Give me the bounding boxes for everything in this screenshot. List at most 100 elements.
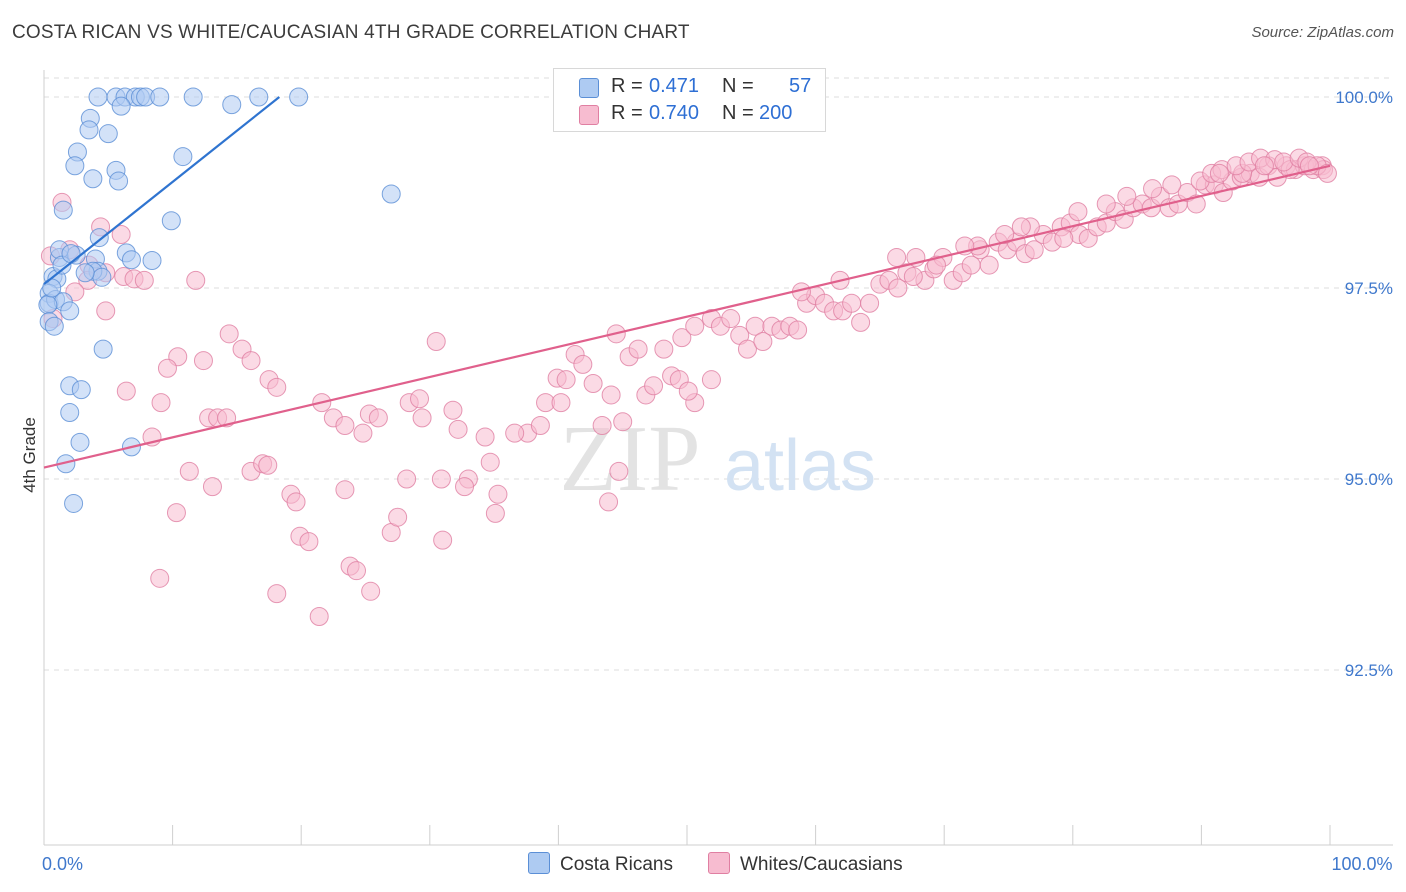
data-point	[368, 408, 388, 428]
data-point	[505, 423, 525, 443]
legend-swatch-costa-ricans	[579, 78, 599, 98]
data-point	[98, 124, 118, 144]
data-point	[179, 461, 199, 481]
data-point	[286, 492, 306, 512]
y-tick-label: 97.5%	[1345, 279, 1393, 298]
data-point	[788, 320, 808, 340]
data-point	[60, 301, 80, 321]
data-point	[83, 169, 103, 189]
data-point	[150, 568, 170, 588]
bottom-legend-costa-ricans[interactable]: Costa Ricans	[528, 852, 673, 876]
data-point	[903, 267, 923, 287]
data-point	[116, 381, 136, 401]
watermark: ZIP atlas	[560, 407, 877, 511]
legend-n-value: 200	[759, 102, 793, 124]
data-point	[737, 339, 757, 359]
bottom-legend-whites[interactable]: Whites/Caucasians	[708, 852, 903, 876]
data-point	[475, 427, 495, 447]
data-point	[249, 87, 269, 107]
data-point	[202, 477, 222, 497]
data-point	[1317, 163, 1337, 183]
legend-r-value: 0.740	[649, 102, 700, 124]
legend-r-label: R =	[611, 102, 643, 124]
data-point	[1209, 163, 1229, 183]
data-point	[258, 455, 278, 475]
data-point	[842, 293, 862, 313]
legend-n-label: N =	[722, 102, 754, 124]
legend-n-label: N =	[722, 75, 754, 97]
data-point	[75, 263, 95, 283]
data-point	[721, 309, 741, 329]
data-point	[433, 530, 453, 550]
data-point	[121, 250, 141, 270]
data-point	[222, 95, 242, 115]
data-point	[186, 270, 206, 290]
y-tick-label: 95.0%	[1345, 470, 1393, 489]
data-point	[685, 316, 705, 336]
data-point	[173, 147, 193, 167]
data-point	[672, 328, 692, 348]
data-point	[289, 87, 309, 107]
data-point	[64, 493, 84, 513]
data-point	[109, 171, 129, 191]
data-point	[860, 293, 880, 313]
trend-lines	[43, 96, 1331, 469]
x-tick-label: 100.0%	[1331, 854, 1392, 874]
series-whites	[40, 148, 1337, 627]
data-point	[88, 87, 108, 107]
data-point	[335, 416, 355, 436]
data-point	[60, 403, 80, 423]
data-point	[995, 225, 1015, 245]
data-point	[573, 354, 593, 374]
y-tick-label: 92.5%	[1345, 661, 1393, 680]
data-point	[1254, 156, 1274, 176]
data-point	[599, 492, 619, 512]
data-point	[926, 255, 946, 275]
data-point	[530, 416, 550, 436]
data-point	[431, 469, 451, 489]
data-point	[412, 408, 432, 428]
data-point	[71, 380, 91, 400]
bottom-legend-swatch-whites	[708, 852, 730, 874]
data-point	[753, 331, 773, 351]
data-point	[96, 301, 116, 321]
y-axis-label: 4th Grade	[20, 417, 39, 493]
data-point	[592, 416, 612, 436]
data-point	[61, 244, 81, 264]
data-point	[485, 503, 505, 523]
data-point	[267, 377, 287, 397]
data-point	[480, 452, 500, 472]
data-point	[335, 480, 355, 500]
data-point	[1024, 240, 1044, 260]
data-point	[654, 339, 674, 359]
data-point	[426, 331, 446, 351]
data-point	[644, 376, 664, 396]
data-point	[142, 250, 162, 270]
data-point	[157, 358, 177, 378]
data-point	[1054, 228, 1074, 248]
series-costa-ricans	[38, 87, 401, 513]
data-point	[183, 87, 203, 107]
data-point	[887, 247, 907, 267]
data-point	[397, 469, 417, 489]
legend-box: R = 0.471 N = 57 R = 0.740 N = 200	[553, 68, 826, 132]
data-point	[346, 561, 366, 581]
data-point	[70, 432, 90, 452]
data-point	[979, 255, 999, 275]
data-point	[44, 316, 64, 336]
data-points	[38, 87, 1337, 627]
data-point	[93, 339, 113, 359]
source-credit: Source: ZipAtlas.com	[1251, 24, 1394, 41]
legend-n-value: 57	[789, 75, 812, 97]
data-point	[609, 461, 629, 481]
data-point	[241, 351, 261, 371]
data-point	[1143, 179, 1163, 199]
data-point	[65, 156, 85, 176]
data-point	[1186, 194, 1206, 214]
data-point	[353, 423, 373, 443]
x-tick-label: 0.0%	[42, 854, 83, 874]
data-point	[601, 385, 621, 405]
data-point	[161, 211, 181, 231]
data-point	[53, 200, 73, 220]
data-point	[217, 408, 237, 428]
